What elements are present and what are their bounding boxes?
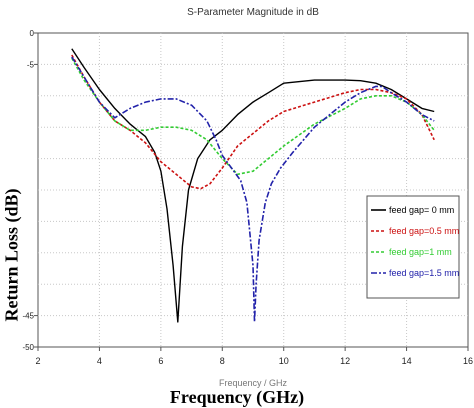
y-axis-label-wrap: Return Loss (dB) xyxy=(2,150,22,360)
x-tick-label: 12 xyxy=(340,356,350,366)
chart-title: S-Parameter Magnitude in dB xyxy=(187,7,319,18)
x-tick-label: 16 xyxy=(463,356,473,366)
x-axis-label: Frequency (GHz) xyxy=(169,387,305,407)
y-tick-label: -50 xyxy=(22,343,34,352)
x-tick-label: 10 xyxy=(279,356,289,366)
series-group xyxy=(71,48,435,323)
legend-entry-2: feed gap=1 mm xyxy=(389,247,452,257)
x-tick-label: 4 xyxy=(97,356,102,366)
y-tick-label: -45 xyxy=(22,312,34,321)
legend-box xyxy=(366,195,460,299)
plot-area xyxy=(37,32,469,348)
y-axis-label: Return Loss (dB) xyxy=(1,188,22,322)
y-tick-label: -5 xyxy=(27,60,35,69)
x-tick-label: 2 xyxy=(35,356,40,366)
series-line-2 xyxy=(71,57,435,176)
legend-entry-1: feed gap=0.5 mm xyxy=(389,226,459,236)
x-tick-label: 6 xyxy=(158,356,163,366)
legend: feed gap= 0 mm feed gap=0.5 mm feed gap=1 … xyxy=(366,195,460,299)
x-tick-label: 14 xyxy=(402,356,412,366)
axis-ticks: 2 4 6 8 10 12 14 16 0 -5 -45 -50 xyxy=(22,29,473,366)
x-tick-label: 8 xyxy=(220,356,225,366)
series-line-3 xyxy=(71,56,435,323)
legend-entry-3: feed gap=1.5 mm xyxy=(389,268,459,278)
y-tick-label: 0 xyxy=(30,29,35,38)
x-axis-underlay-label: Frequency / GHz xyxy=(219,378,288,388)
legend-entry-0: feed gap= 0 mm xyxy=(389,205,454,215)
